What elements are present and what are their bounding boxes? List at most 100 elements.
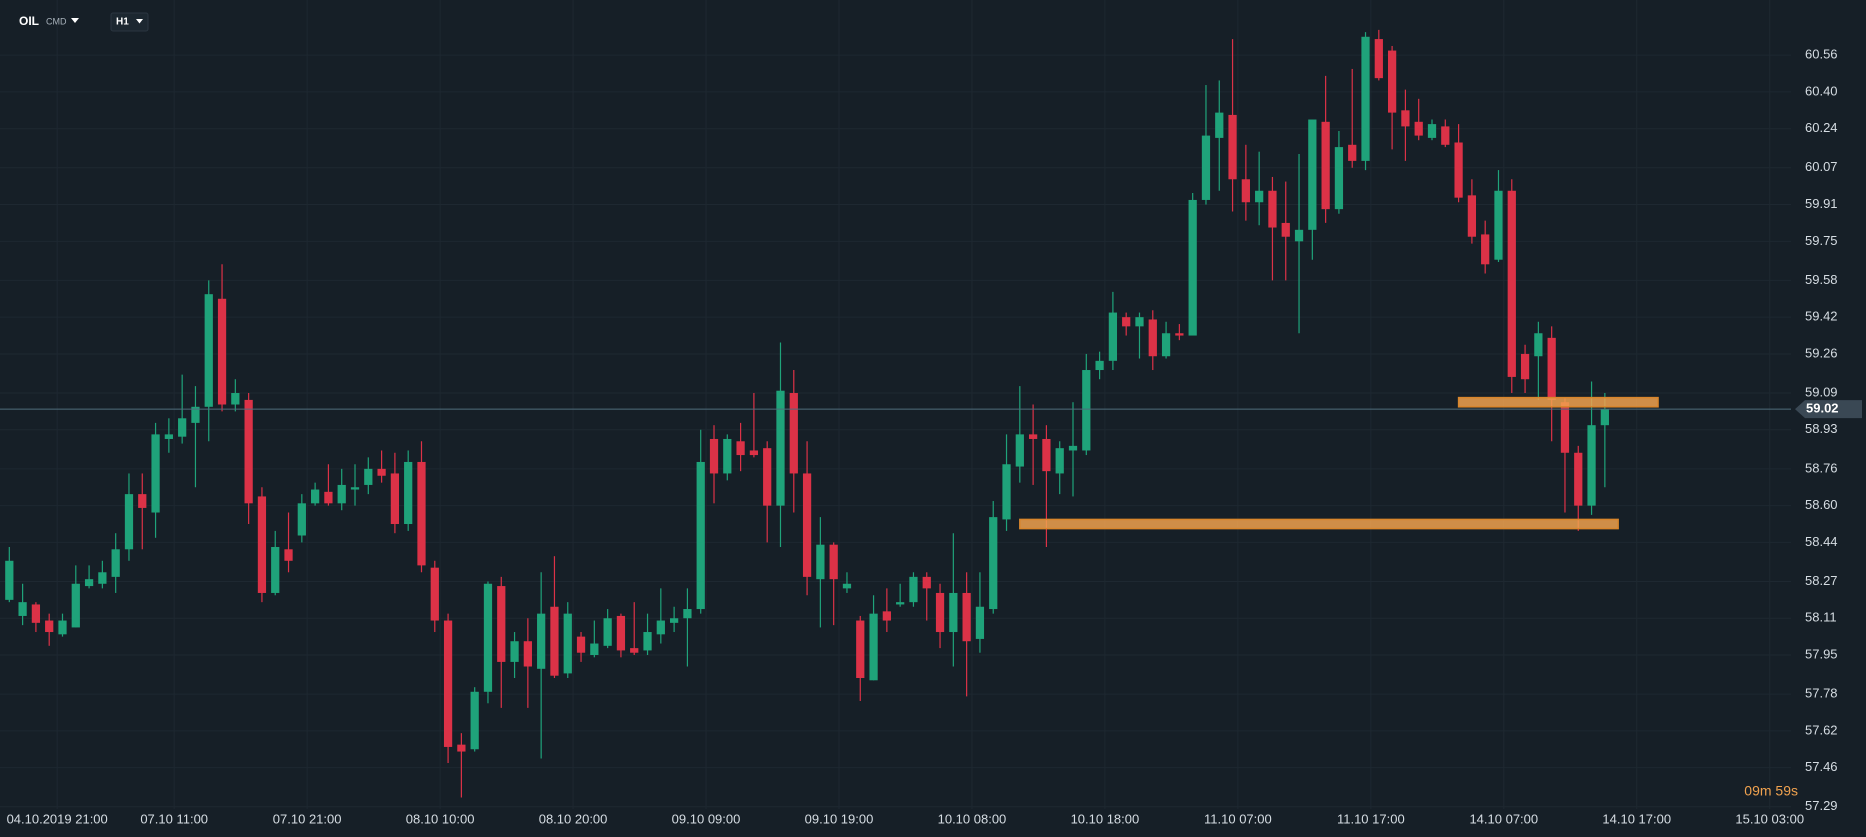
candle-body <box>949 592 958 633</box>
candle-body <box>989 517 998 610</box>
candle-body <box>630 648 639 653</box>
candle-body <box>1401 110 1410 127</box>
dropdown-arrow[interactable] <box>71 18 79 23</box>
y-tick-label: 59.42 <box>1805 309 1838 324</box>
candles <box>5 29 1609 798</box>
candle-body <box>603 618 612 646</box>
candle-body <box>656 620 665 635</box>
candle-body <box>1015 434 1024 467</box>
candle-body <box>1520 353 1530 380</box>
y-tick-label: 58.60 <box>1805 497 1838 512</box>
candle-body <box>1215 112 1224 138</box>
x-tick-label: 07.10 11:00 <box>140 811 208 826</box>
candle-body <box>749 450 759 456</box>
candle-body <box>45 620 54 633</box>
overlay: 59.02 <box>0 396 1862 530</box>
market[interactable]: CMD <box>46 16 67 26</box>
dropdown-arrow[interactable] <box>136 19 143 24</box>
candle-body <box>497 586 506 662</box>
candle-body <box>1241 179 1250 203</box>
candle-body <box>1122 317 1131 327</box>
candle-body <box>1334 147 1344 210</box>
candle-body <box>842 583 852 589</box>
candle-body <box>1587 425 1596 506</box>
y-tick-label: 58.76 <box>1805 460 1838 475</box>
candle-body <box>58 620 67 635</box>
symbol[interactable]: OIL <box>19 14 39 28</box>
y-tick-label: 59.91 <box>1805 196 1838 211</box>
x-tick-label: 11.10 17:00 <box>1337 811 1405 826</box>
candle-body <box>550 606 559 676</box>
candle-body <box>869 613 878 681</box>
candle-body <box>563 613 572 674</box>
candle-body <box>470 691 479 750</box>
candle-body <box>271 546 280 593</box>
y-tick-label: 59.75 <box>1805 233 1838 248</box>
candle-body <box>178 418 187 437</box>
candle-body <box>643 632 652 651</box>
candle-body <box>1494 190 1503 260</box>
interval-selector[interactable]: H1 <box>110 12 149 32</box>
candle-body <box>1281 222 1290 237</box>
candle-body <box>802 473 812 577</box>
candle-body <box>124 494 134 550</box>
candle-body <box>404 461 413 525</box>
y-tick-label: 57.62 <box>1805 722 1838 737</box>
grid: 60.56 60.40 60.24 60.07 59.91 59.75 59.58 59.42… <box>6 46 1838 827</box>
x-tick-label: 10.10 18:00 <box>1071 811 1140 826</box>
candle-body <box>1427 124 1437 138</box>
candle-body <box>297 503 306 536</box>
candle-body <box>1441 126 1450 145</box>
candle-body <box>1547 337 1556 400</box>
candle-body <box>696 461 705 610</box>
candle-body <box>576 636 586 653</box>
y-tick-label: 60.24 <box>1805 120 1838 135</box>
candle-body <box>1294 229 1304 242</box>
candle-body <box>417 461 426 566</box>
candle-body <box>1255 190 1264 203</box>
price-zone <box>1457 396 1659 408</box>
candle-body <box>71 583 80 628</box>
candle-body <box>1507 190 1516 377</box>
candle-body <box>1374 39 1383 79</box>
candle-body <box>1042 438 1051 472</box>
x-tick-label: 04.10.2019 21:00 <box>7 811 108 826</box>
price-zone <box>1019 518 1619 530</box>
candle-body <box>18 602 27 616</box>
candle-body <box>204 294 213 407</box>
candle-body <box>510 641 519 662</box>
candle-body <box>164 434 173 439</box>
candle-body <box>962 592 971 642</box>
candle-body <box>337 484 346 504</box>
candle-body <box>789 393 798 474</box>
candle-body <box>377 468 386 476</box>
candle-body <box>882 611 891 621</box>
candle-body <box>84 579 94 587</box>
candle-body <box>1135 317 1144 327</box>
candle-body <box>350 487 360 490</box>
candle-body <box>1268 190 1277 228</box>
candle-body <box>669 618 679 623</box>
candle-countdown: 09m 59s <box>1744 783 1798 799</box>
candle-body <box>1161 333 1171 357</box>
candle-body <box>1108 312 1118 361</box>
candle-body <box>896 602 905 605</box>
interval-box[interactable] <box>110 12 149 32</box>
candle-body <box>284 549 293 561</box>
y-tick-label: 57.78 <box>1805 686 1838 701</box>
candle-body <box>1467 195 1477 237</box>
candle-body <box>1188 199 1197 336</box>
candle-body <box>1095 360 1104 371</box>
interval[interactable]: H1 <box>116 17 129 28</box>
candle-body <box>457 744 466 752</box>
candle-body <box>1600 409 1609 426</box>
x-tick-label: 09.10 19:00 <box>805 811 874 826</box>
y-tick-label: 58.27 <box>1805 573 1838 588</box>
candle-body <box>816 544 825 580</box>
x-tick-label: 15.10 03:00 <box>1735 811 1804 826</box>
candle-body <box>683 609 692 619</box>
symbol-selector[interactable]: OIL CMD <box>19 14 79 28</box>
candle-body <box>1055 448 1064 474</box>
